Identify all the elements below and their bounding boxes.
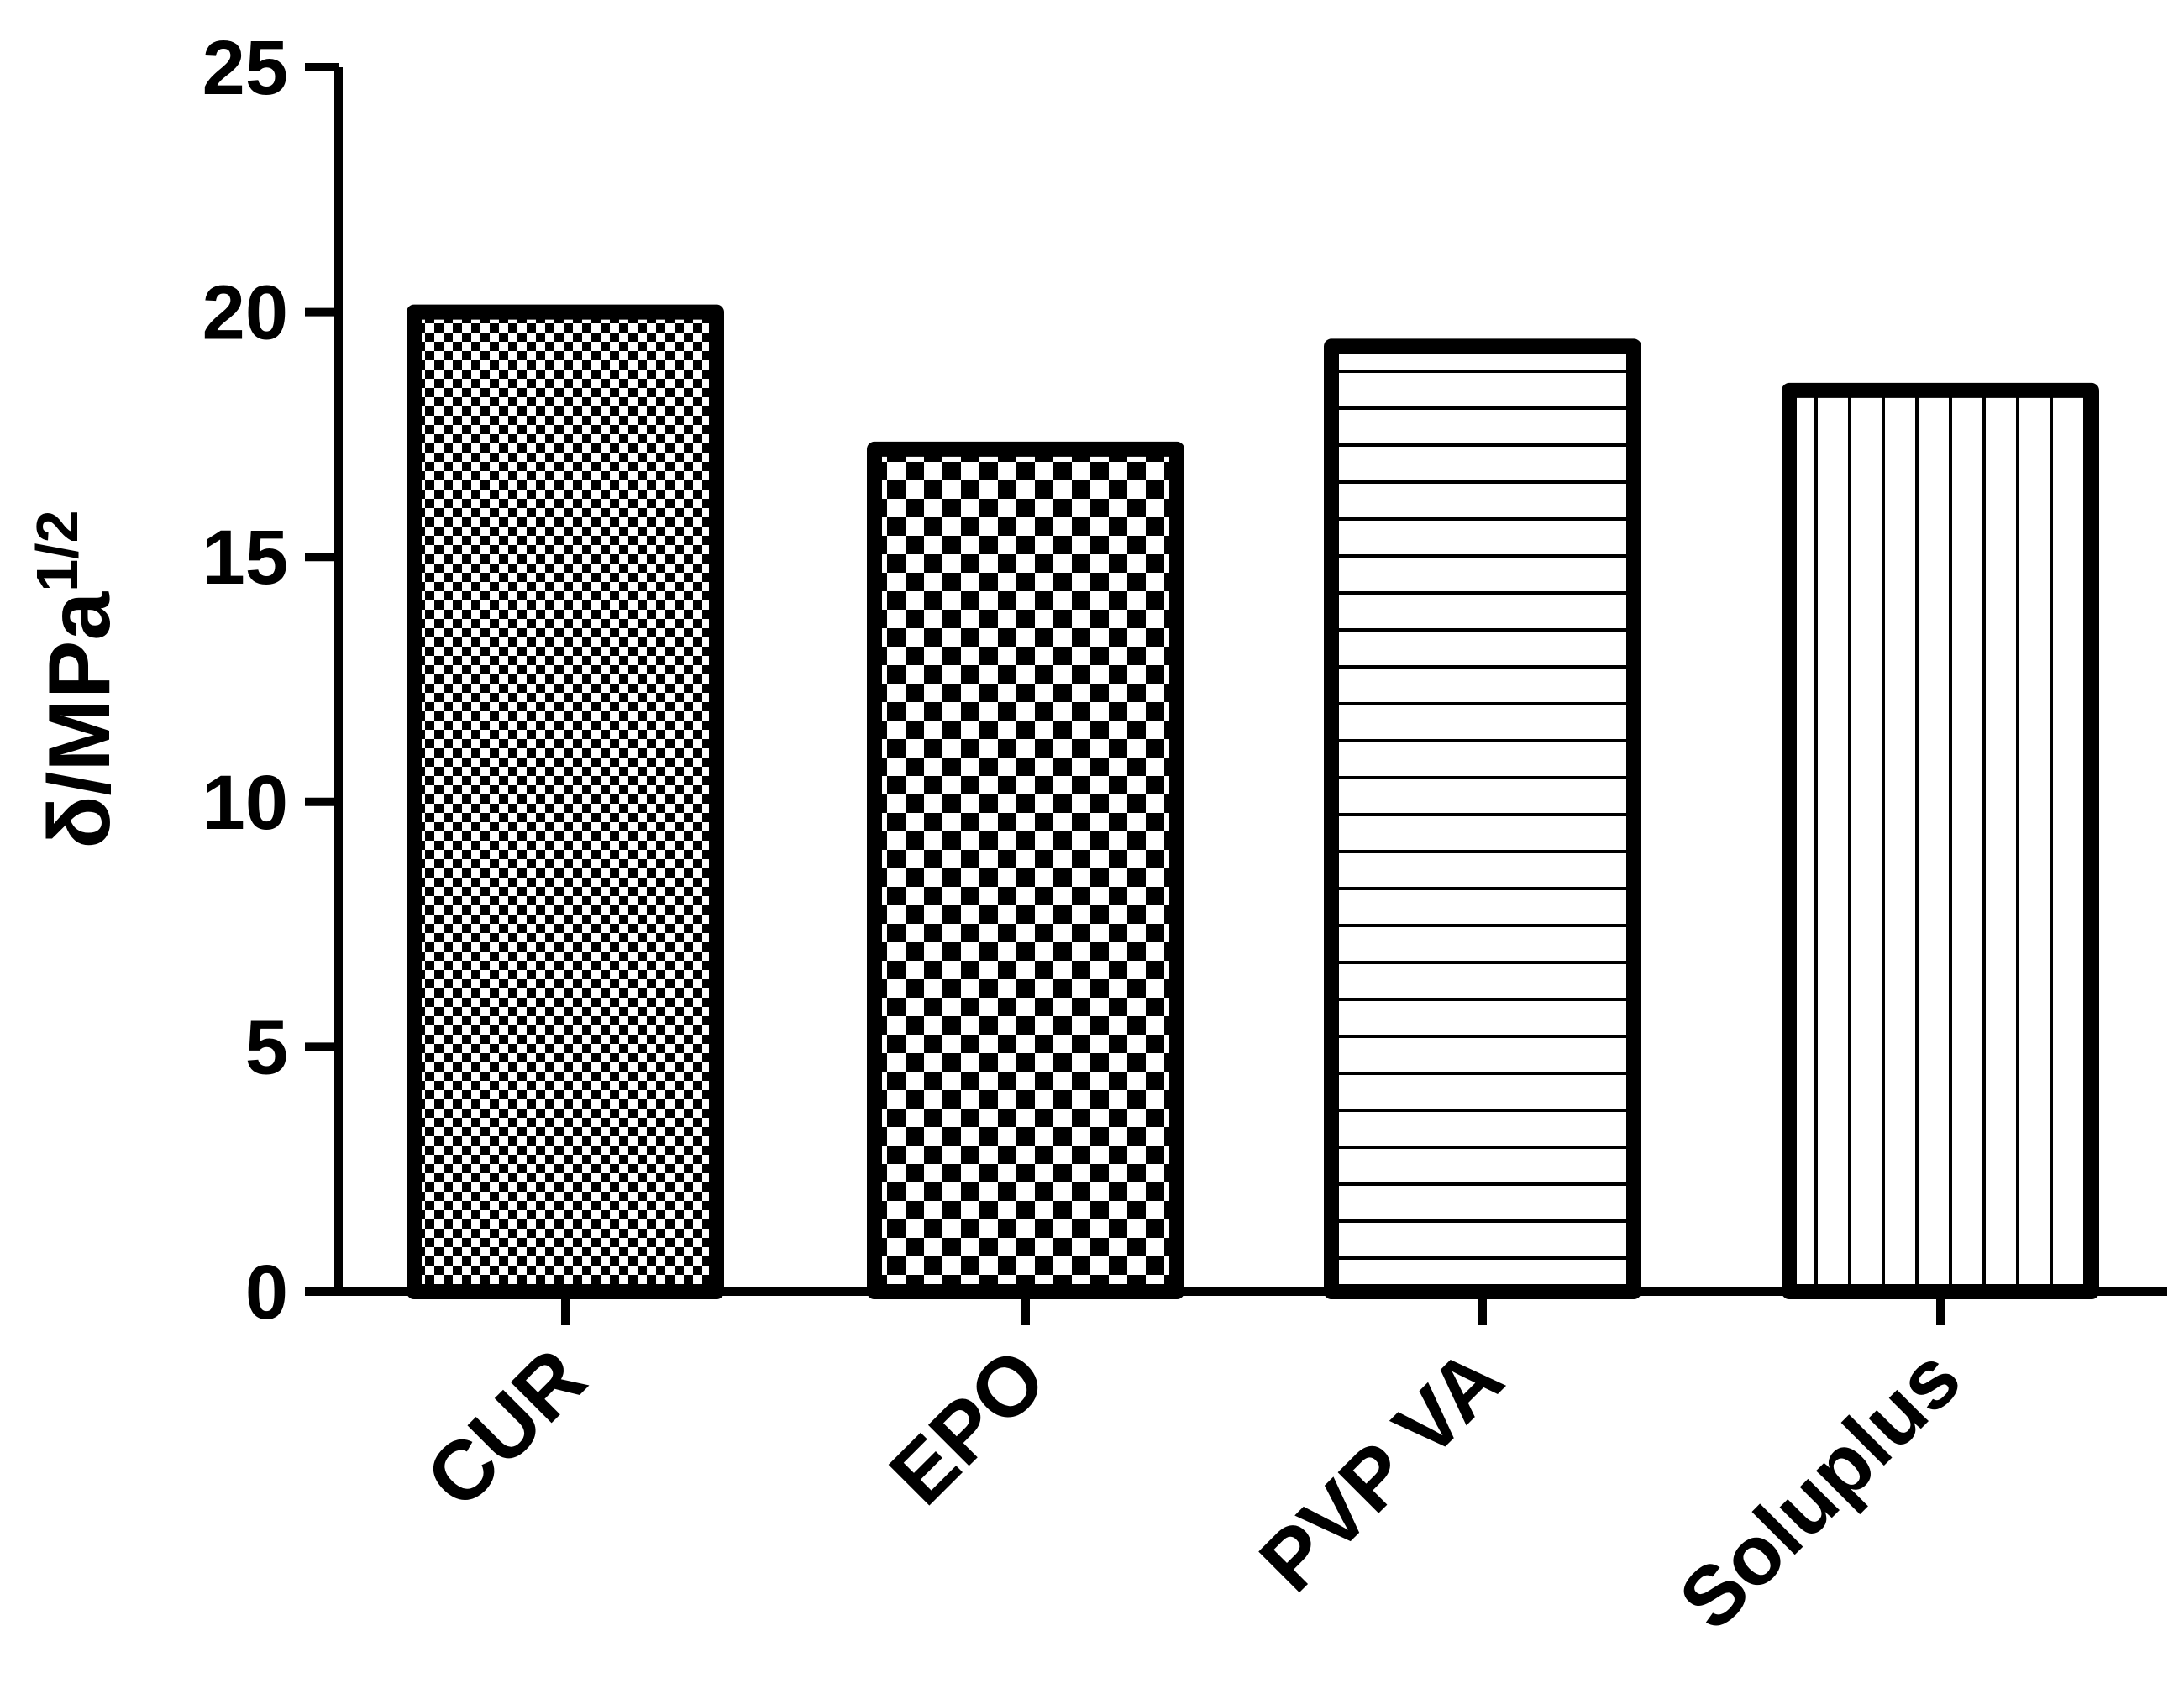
y-axis-label: δ/MPa1/2 [24, 510, 129, 848]
bar-pvp-va [1324, 338, 1641, 1300]
y-axis-label-main: δ/MPa [31, 591, 129, 849]
x-tick-label: Soluplus [1662, 1330, 1979, 1648]
bars-group [407, 304, 2099, 1300]
bar-soluplus [1782, 382, 2099, 1299]
bar-epo [867, 441, 1184, 1299]
y-tick-label: 0 [245, 1250, 288, 1335]
y-tick-label: 10 [202, 760, 288, 846]
y-tick-label: 15 [202, 515, 288, 600]
bar-cur [407, 304, 724, 1300]
y-tick-label: 20 [202, 270, 288, 356]
x-tick-label: EPO [872, 1330, 1064, 1523]
y-axis: 0 5 10 15 20 25 [202, 25, 343, 1335]
x-axis: CUR EPO PVP VA Soluplus [305, 1287, 2167, 1648]
x-tick-label: CUR [408, 1330, 603, 1525]
y-tick-label: 5 [245, 1004, 288, 1090]
x-tick-label: PVP VA [1242, 1330, 1521, 1609]
y-tick-label: 25 [202, 25, 288, 111]
y-axis-label-superscript: 1/2 [24, 510, 90, 591]
